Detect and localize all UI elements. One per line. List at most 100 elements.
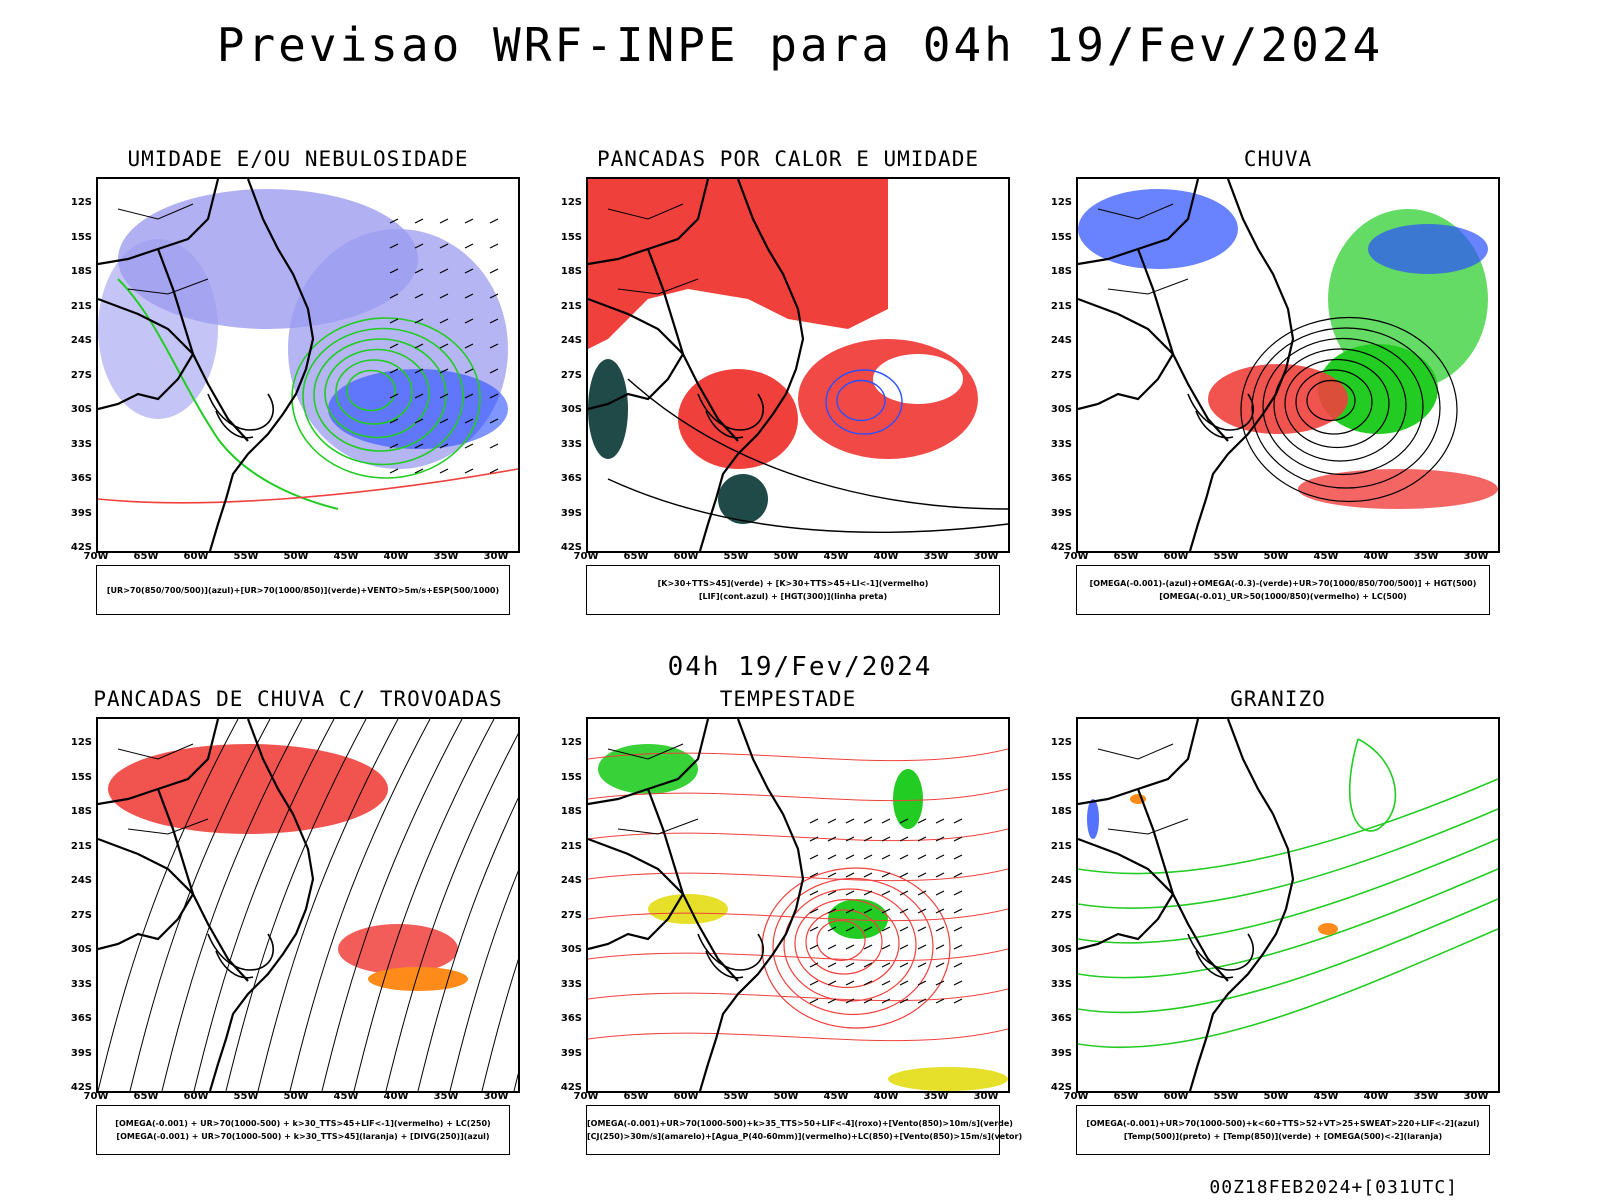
map-line — [98, 468, 518, 504]
field-area — [108, 744, 388, 834]
map-line — [588, 893, 684, 951]
wind-vector — [809, 926, 819, 932]
wind-vector — [389, 293, 399, 299]
latitude-label: 39S — [70, 507, 92, 519]
longitude-label: 70W — [573, 551, 599, 562]
wind-vector — [899, 926, 909, 932]
map-line — [607, 478, 1008, 534]
map-line — [156, 248, 195, 355]
wind-vector — [439, 243, 449, 249]
legend-line: [CJ(250)>30m/s](amarelo)+[Agua_P(40-60mm… — [587, 1132, 1023, 1141]
wind-vector — [389, 443, 399, 449]
longitude-label: 45W — [823, 1091, 849, 1102]
latitude-label: 42S — [1050, 1082, 1072, 1093]
wind-vector — [464, 243, 474, 249]
map-line — [215, 410, 254, 439]
map-line — [698, 719, 805, 1091]
map-line — [417, 797, 518, 1091]
forecast-map — [96, 717, 520, 1093]
wind-vector — [935, 998, 945, 1004]
legend-line: [OMEGA(-0.001) + UR>70(1000-500) + k>30_… — [116, 1132, 490, 1141]
wind-vector — [935, 854, 945, 860]
legend-line: [LIF](cont.azul) + [HGT(300)](linha pret… — [698, 592, 888, 601]
wind-vector — [881, 818, 891, 824]
wind-vector — [917, 890, 927, 896]
wind-vector — [935, 890, 945, 896]
wind-vector — [827, 890, 837, 896]
wind-vector — [464, 468, 474, 474]
latitude-label: 33S — [70, 978, 92, 990]
longitude-label: 45W — [1313, 1091, 1339, 1102]
wind-vector — [845, 872, 855, 878]
map-line — [588, 868, 1008, 882]
map-line — [588, 748, 1008, 762]
map-line — [1078, 719, 1200, 806]
wind-vector — [845, 818, 855, 824]
map-line — [705, 410, 744, 439]
map-canvas — [98, 179, 518, 551]
map-line — [697, 393, 764, 431]
longitude-label: 65W — [623, 551, 649, 562]
wind-vector — [414, 393, 424, 399]
wind-vector — [863, 944, 873, 950]
map-line — [698, 179, 805, 551]
longitude-label: 50W — [773, 1091, 799, 1102]
isoline — [1240, 316, 1458, 503]
field-area — [328, 369, 508, 449]
wind-vector — [489, 393, 499, 399]
panel-title: PANCADAS DE CHUVA C/ TROVOADAS — [93, 687, 503, 711]
legend-line: [UR>70(850/700/500)](azul)+[UR>70(1000/8… — [106, 585, 500, 595]
wind-vector — [863, 980, 873, 986]
latitude-label: 36S — [560, 1013, 582, 1024]
isoline — [1273, 348, 1407, 462]
longitude-label: 45W — [333, 1091, 359, 1102]
longitude-label: 35W — [923, 1091, 949, 1102]
wind-vector — [809, 854, 819, 860]
wind-vector — [414, 218, 424, 224]
latitude-label: 21S — [70, 300, 92, 312]
wind-vector — [917, 962, 927, 968]
latitude-label: 18S — [70, 806, 92, 817]
wind-vector — [489, 218, 499, 224]
map-line — [98, 353, 194, 411]
field-area — [888, 1067, 1008, 1091]
latitude-label: 15S — [560, 231, 582, 243]
panel-title: UMIDADE E/OU NEBULOSIDADE — [127, 147, 469, 171]
longitude-label: 65W — [1113, 551, 1139, 562]
wind-vector — [827, 908, 837, 914]
longitude-label: 60W — [1163, 551, 1189, 562]
map-line — [607, 743, 684, 760]
isoline — [1295, 369, 1373, 435]
latitude-label: 12S — [70, 737, 92, 748]
wind-vector — [464, 418, 474, 424]
latitude-label: 24S — [560, 335, 582, 346]
wind-vector — [809, 962, 819, 968]
latitude-label: 21S — [560, 840, 582, 852]
latitude-label: 18S — [70, 266, 92, 277]
wind-vector — [881, 998, 891, 1004]
wind-vector — [917, 872, 927, 878]
isoline — [761, 867, 951, 1029]
latitude-label: 18S — [560, 806, 582, 817]
wind-vector — [827, 962, 837, 968]
map-line — [207, 393, 274, 431]
latitude-label: 24S — [70, 875, 92, 886]
field-area — [1368, 224, 1488, 274]
latitude-label: 36S — [70, 473, 92, 484]
latitude-label: 12S — [70, 197, 92, 208]
field-area — [798, 339, 978, 459]
longitude-label: 35W — [923, 551, 949, 562]
map-line — [588, 948, 1008, 962]
wind-vector — [899, 998, 909, 1004]
wind-vector — [953, 962, 963, 968]
wind-vector — [935, 980, 945, 986]
field-area — [1298, 469, 1498, 509]
map-line — [617, 818, 699, 835]
legend-caption: [OMEGA(-0.001)+UR>70(1000-500)+k>35_TTS>… — [586, 1105, 1023, 1155]
legend-line: [Temp(500)](preto) + [Temp(850)](verde) … — [1123, 1132, 1443, 1141]
wind-vector — [464, 268, 474, 274]
map-line — [1078, 928, 1498, 1048]
latitude-label: 42S — [1050, 542, 1072, 553]
wind-vector — [389, 343, 399, 349]
longitude-label: 45W — [823, 551, 849, 562]
